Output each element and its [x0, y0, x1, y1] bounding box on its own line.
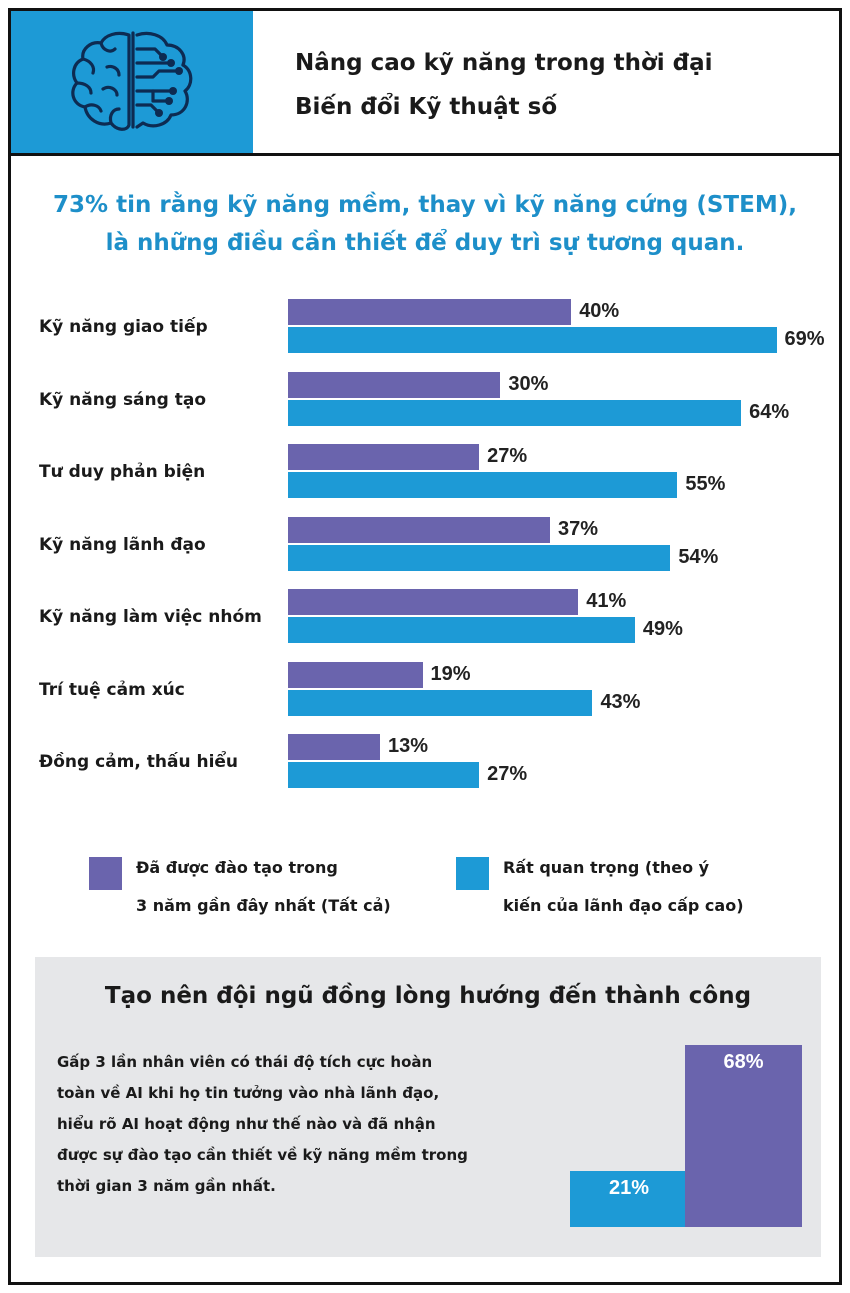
bar-important: [288, 544, 671, 571]
bar-important: [288, 762, 480, 788]
legend-swatch-important: [456, 857, 489, 890]
bar-value-label: 37%: [557, 517, 598, 540]
bar-value-label: 41%: [586, 590, 627, 612]
bar-value-label: 13%: [388, 735, 429, 757]
legend-important-line-2: kiến của lãnh đạo cấp cao): [503, 896, 744, 915]
header-title-box: Nâng cao kỹ năng trong thời đại Biến đổi…: [253, 11, 839, 153]
bar-value-label: 30%: [508, 372, 549, 395]
bar-value-label: 43%: [600, 690, 641, 713]
legend-swatch-trained: [89, 857, 122, 890]
category-label: Kỹ năng làm việc nhóm: [39, 607, 262, 627]
panel-body-line: Gấp 3 lần nhân viên có thái độ tích cực …: [57, 1053, 433, 1071]
header: Nâng cao kỹ năng trong thời đại Biến đổi…: [11, 11, 839, 156]
bar-important: [288, 399, 742, 426]
legend-trained-line-1: Đã được đào tạo trong: [136, 858, 338, 877]
bar-value-label: 40%: [579, 300, 620, 322]
panel-body: Gấp 3 lần nhân viên có thái độ tích cực …: [57, 1047, 547, 1202]
category-label: Trí tuệ cảm xúc: [39, 679, 185, 700]
bar-value-label: 19%: [430, 662, 471, 685]
panel-title: Tạo nên đội ngũ đồng lòng hướng đến thàn…: [104, 983, 752, 1009]
bar-trained: [288, 661, 423, 688]
infographic-frame: Nâng cao kỹ năng trong thời đại Biến đổi…: [8, 8, 842, 1285]
category-label: Kỹ năng sáng tạo: [39, 389, 206, 410]
legend-important-line-1: Rất quan trọng (theo ý: [503, 858, 710, 877]
panel-body-line: được sự đào tạo cần thiết về kỹ năng mềm…: [57, 1146, 468, 1164]
bar-value-label: 27%: [487, 445, 528, 467]
header-title-line-1: Nâng cao kỹ năng trong thời đại: [295, 50, 713, 76]
bar-trained: [288, 371, 501, 398]
chart-legend: Đã được đào tạo trong 3 năm gần đây nhất…: [11, 849, 839, 929]
bar-trained: [288, 734, 381, 760]
bar-value-label: 49%: [642, 618, 683, 640]
category-label: Tư duy phản biện: [39, 462, 206, 482]
brain-circuit-icon: [71, 31, 193, 131]
category-label: Kỹ năng lãnh đạo: [39, 534, 206, 555]
bar-important: [288, 617, 635, 643]
bar-value-label: 64%: [749, 400, 790, 423]
mini-bar-21: 21%: [570, 1170, 688, 1227]
legend-text-important: Rất quan trọng (theo ý kiến của lãnh đạo…: [503, 849, 744, 925]
bar-important: [288, 689, 593, 716]
bar-value-label: 69%: [784, 328, 825, 350]
category-label: Đồng cảm, thấu hiểu: [39, 752, 239, 772]
panel-body-line: toàn về AI khi họ tin tưởng vào nhà lãnh…: [57, 1084, 440, 1102]
bar-trained: [288, 516, 550, 543]
panel-body-line: thời gian 3 năm gần nhất.: [57, 1177, 276, 1195]
bar-important: [288, 327, 777, 353]
legend-item-important: Rất quan trọng (theo ý kiến của lãnh đạo…: [456, 849, 744, 925]
bar-value-label: 54%: [678, 545, 719, 568]
bar-value-label: 55%: [685, 473, 726, 495]
bar-value-label: 27%: [487, 763, 528, 785]
mini-bar-value-label: 68%: [723, 1050, 764, 1073]
bottom-panel: Tạo nên đội ngũ đồng lòng hướng đến thàn…: [35, 957, 821, 1257]
legend-text-trained: Đã được đào tạo trong 3 năm gần đây nhất…: [136, 849, 391, 925]
headline-line-1: 73% tin rằng kỹ năng mềm, thay vì kỹ năn…: [53, 192, 797, 218]
panel-body-line: hiểu rõ AI hoạt động như thế nào và đã n…: [57, 1115, 436, 1133]
mini-bar-68: 68%: [685, 1044, 802, 1227]
legend-item-trained: Đã được đào tạo trong 3 năm gần đây nhất…: [89, 849, 391, 925]
bar-trained: [288, 589, 579, 615]
headline-line-2: là những điều cần thiết để duy trì sự tư…: [105, 230, 745, 256]
header-icon-box: [11, 11, 253, 153]
legend-trained-line-2: 3 năm gần đây nhất (Tất cả): [136, 896, 391, 915]
bar-trained: [288, 299, 572, 325]
mini-bar-value-label: 21%: [608, 1176, 650, 1199]
bar-important: [288, 472, 678, 498]
skills-bar-chart: Kỹ năng giao tiếp 40% 69% Kỹ năng sáng tạo 3…: [11, 291, 839, 821]
bar-trained: [288, 444, 480, 470]
category-label: Kỹ năng giao tiếp: [39, 317, 208, 337]
headline: 73% tin rằng kỹ năng mềm, thay vì kỹ năn…: [11, 186, 839, 262]
header-title-line-2: Biến đổi Kỹ thuật số: [295, 94, 558, 120]
